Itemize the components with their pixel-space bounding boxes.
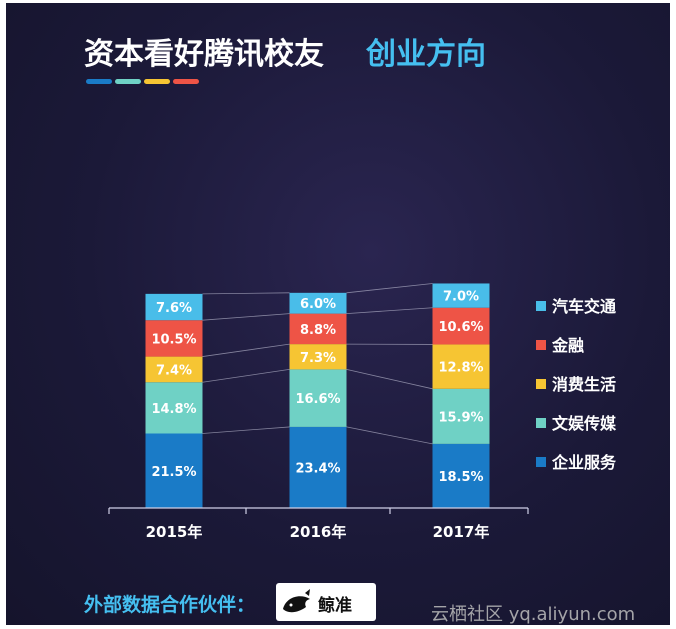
whale-icon <box>283 589 310 613</box>
bar-segment <box>289 369 347 427</box>
chart-title: 资本看好腾讯校友 <box>84 37 324 72</box>
data-label: 7.3% <box>300 351 336 366</box>
connector-line <box>202 426 290 434</box>
bar-segment <box>432 344 490 389</box>
title-underline-seg-yellow <box>144 79 170 84</box>
partner-logo: 鲸准 <box>276 583 376 621</box>
bar-segment <box>145 293 203 321</box>
data-label: 18.5% <box>438 470 483 485</box>
title-underline-seg-blue <box>86 79 112 84</box>
data-labels: 21.5% 14.8% 7.4% 10.5% 7.6% 23.4% 16.6% 7.3% 8.8… <box>151 290 483 485</box>
legend-swatch <box>536 301 546 311</box>
watermark-text: 云栖社区 yq.aliyun.com <box>431 604 636 625</box>
legend-swatch <box>536 340 546 350</box>
legend-label: 文娱传媒 <box>552 414 617 433</box>
data-label: 12.8% <box>438 361 483 376</box>
bar-segment <box>289 313 347 345</box>
connector-line <box>346 307 433 315</box>
connector-line <box>202 313 290 321</box>
data-label: 15.9% <box>438 410 483 425</box>
partner-name: 鲸准 <box>318 596 352 616</box>
bar-segment <box>289 426 347 508</box>
legend-label: 企业服务 <box>551 453 617 472</box>
x-tick-label: 2016年 <box>290 523 347 541</box>
connector-line <box>202 292 290 295</box>
connector-line <box>346 369 433 390</box>
connector-line <box>202 369 290 383</box>
legend-label: 消费生活 <box>552 375 616 394</box>
stacked-bar-chart: 21.5% 14.8% 7.4% 10.5% 7.6% 23.4% 16.6% 7.3% 8.8… <box>108 283 617 541</box>
chart-title-accent: 创业方向 <box>366 37 486 72</box>
connector-line <box>346 283 433 294</box>
bar-segment <box>289 344 347 370</box>
connector-line <box>202 343 290 357</box>
legend-label: 金融 <box>551 336 584 355</box>
data-label: 10.6% <box>438 320 483 335</box>
data-label: 6.0% <box>300 297 336 312</box>
data-label: 7.0% <box>443 290 479 305</box>
bar-segment <box>145 320 203 357</box>
bar-segment <box>432 283 490 308</box>
bar-segment <box>289 292 347 314</box>
data-label: 7.4% <box>156 363 192 378</box>
legend-label: 汽车交通 <box>552 297 616 316</box>
connector-line <box>346 426 433 445</box>
connector-lines <box>202 283 433 445</box>
chart-canvas: 资本看好腾讯校友 创业方向 21.5% 14.8% 7.4% 10.5% 7.6% 23.… <box>6 3 670 625</box>
bar-segment <box>145 382 203 434</box>
bar-segments <box>145 283 490 508</box>
data-label: 23.4% <box>295 461 340 476</box>
x-tick-label: 2017年 <box>433 523 490 541</box>
x-tick-label: 2015年 <box>146 523 203 541</box>
bar-segment <box>432 307 490 345</box>
title-underline-seg-red <box>173 79 199 84</box>
legend-swatch <box>536 379 546 389</box>
legend-swatch <box>536 418 546 428</box>
data-label: 21.5% <box>151 465 196 480</box>
data-label: 16.6% <box>295 392 340 407</box>
data-label: 14.8% <box>151 402 196 417</box>
data-label: 10.5% <box>151 332 196 347</box>
bar-segment <box>432 388 490 444</box>
legend-swatch <box>536 457 546 467</box>
partner-label: 外部数据合作伙伴： <box>84 594 256 616</box>
data-label: 7.6% <box>156 301 192 316</box>
title-underline-seg-teal <box>115 79 141 84</box>
bar-segment <box>432 443 490 508</box>
data-label: 8.8% <box>300 323 336 338</box>
bar-segment <box>145 433 203 508</box>
bar-segment <box>145 356 203 383</box>
